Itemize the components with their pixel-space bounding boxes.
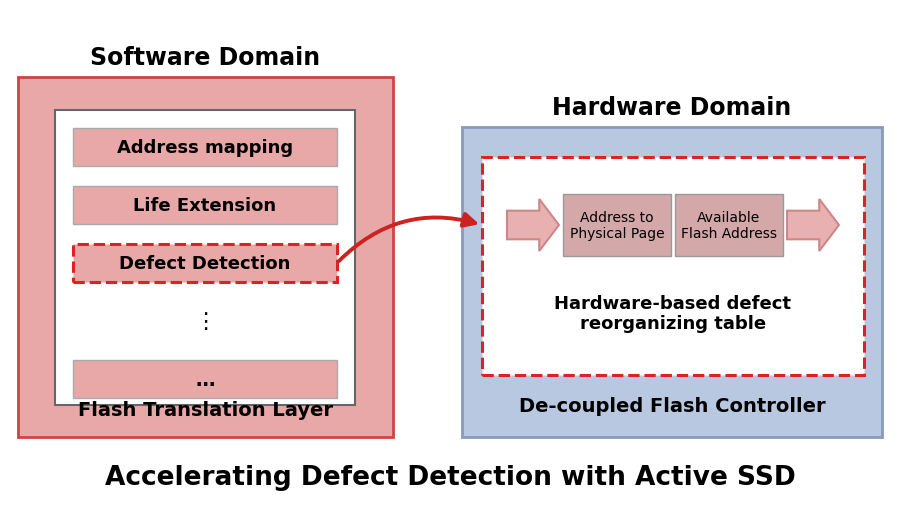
FancyBboxPatch shape — [73, 244, 337, 282]
Text: Flash Translation Layer: Flash Translation Layer — [78, 400, 333, 419]
FancyBboxPatch shape — [73, 129, 337, 167]
Text: Life Extension: Life Extension — [133, 196, 276, 215]
Text: Address to
Physical Page: Address to Physical Page — [570, 211, 664, 240]
FancyBboxPatch shape — [73, 360, 337, 398]
Text: ⋮: ⋮ — [194, 312, 216, 331]
FancyBboxPatch shape — [18, 78, 393, 437]
FancyBboxPatch shape — [563, 194, 671, 257]
Text: …: … — [195, 370, 215, 389]
Text: Software Domain: Software Domain — [90, 46, 320, 70]
Text: Accelerating Defect Detection with Active SSD: Accelerating Defect Detection with Activ… — [104, 464, 796, 490]
Text: Available
Flash Address: Available Flash Address — [681, 211, 777, 240]
FancyBboxPatch shape — [462, 128, 882, 437]
Polygon shape — [507, 199, 559, 251]
FancyBboxPatch shape — [73, 187, 337, 225]
Text: Defect Detection: Defect Detection — [120, 255, 291, 273]
Text: Hardware-based defect
reorganizing table: Hardware-based defect reorganizing table — [554, 294, 791, 333]
Text: De-coupled Flash Controller: De-coupled Flash Controller — [518, 396, 825, 415]
FancyBboxPatch shape — [482, 158, 864, 375]
FancyBboxPatch shape — [55, 111, 355, 405]
Text: Address mapping: Address mapping — [117, 139, 293, 157]
Text: Hardware Domain: Hardware Domain — [553, 96, 792, 120]
FancyBboxPatch shape — [675, 194, 783, 257]
Polygon shape — [787, 199, 839, 251]
